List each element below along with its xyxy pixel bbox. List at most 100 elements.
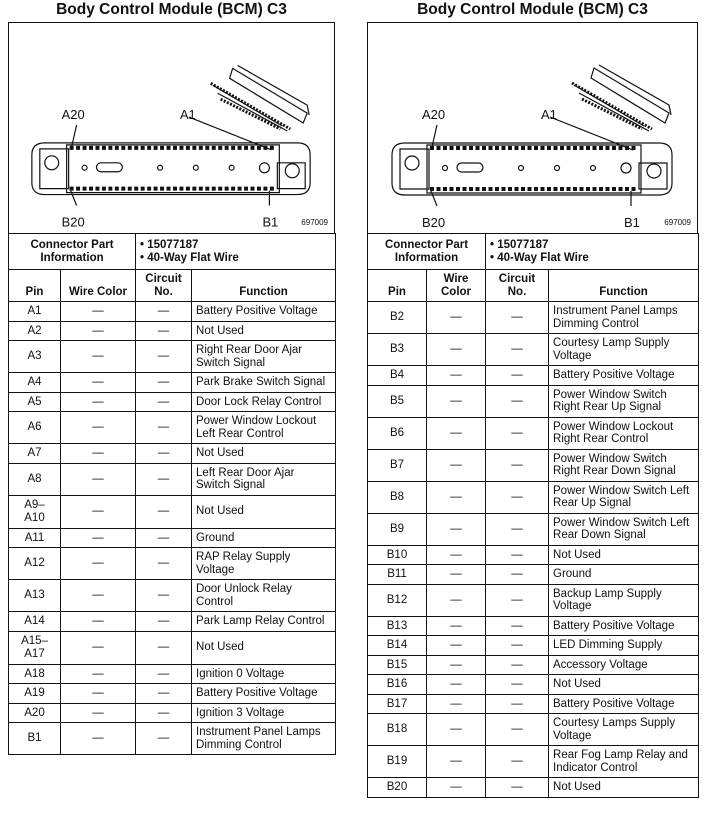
wire-color-cell: —: [425, 544, 487, 565]
circuit-no-cell: —: [135, 579, 193, 612]
connector-illustration: A20 A1 B20 B1: [31, 64, 311, 229]
wire-color-cell: —: [425, 564, 487, 585]
function-cell: Instrument Panel Lamps Dimming Control: [548, 301, 700, 334]
circuit-no-cell: —: [135, 301, 193, 322]
function-cell: Accessory Voltage: [548, 654, 700, 675]
header-function: Function: [548, 269, 700, 302]
circuit-no-cell: —: [135, 630, 193, 665]
figure-code: 697009: [664, 218, 691, 227]
pin-cell: A4: [8, 372, 61, 393]
function-cell: RAP Relay Supply Voltage: [191, 547, 337, 580]
part-number: • 15077187: [490, 239, 549, 251]
circuit-no-cell: —: [135, 611, 193, 632]
wire-color-cell: —: [59, 462, 137, 496]
table-row: B14— — LED Dimming Supply: [367, 635, 700, 656]
circuit-no-cell: —: [485, 674, 550, 695]
header-pin: Pin: [8, 269, 61, 302]
table-row: B10— — Not Used: [367, 544, 700, 565]
circuit-no-cell: —: [485, 635, 550, 656]
wire-color-cell: —: [425, 654, 487, 675]
pin-cell: B19: [367, 745, 427, 778]
label-a1: A1: [180, 107, 196, 122]
table-row: B20— — Not Used: [367, 777, 700, 798]
pin-cell: B15: [367, 654, 427, 675]
wire-color-cell: —: [59, 391, 137, 412]
circuit-no-cell: —: [135, 411, 193, 444]
pin-cell: A15–A17: [8, 630, 61, 665]
wire-color-cell: —: [59, 702, 137, 723]
pin-cell: A5: [8, 391, 61, 412]
wire-color-cell: —: [59, 579, 137, 612]
wire-color-cell: —: [59, 301, 137, 322]
pin-cell: B6: [367, 416, 427, 450]
table-row: B5— — Power Window Switch Right Rear Up Si…: [367, 384, 700, 418]
table-row: B11— — Ground: [367, 564, 700, 585]
function-cell: Power Window Lockout Right Rear Control: [548, 416, 700, 450]
table-row: B3— — Courtesy Lamp Supply Voltage: [367, 333, 700, 366]
function-cell: Not Used: [191, 494, 337, 529]
part-description: • 40-Way Flat Wire: [140, 251, 239, 264]
function-cell: Battery Positive Voltage: [548, 365, 700, 386]
table-row: B15— — Accessory Voltage: [367, 654, 700, 675]
pin-cell: B5: [367, 384, 427, 418]
pin-cell: B10: [367, 544, 427, 565]
wire-color-cell: —: [425, 635, 487, 656]
table-row: A6— — Power Window Lockout Left Rear Contr…: [8, 411, 337, 444]
function-cell: Park Brake Switch Signal: [191, 372, 337, 393]
table-row: A1— — Battery Positive Voltage: [8, 301, 337, 322]
function-cell: Courtesy Lamp Supply Voltage: [548, 333, 700, 366]
label-a1: A1: [541, 107, 557, 122]
connector-info-row: Connector Part Information • 15077187 • 4…: [366, 233, 700, 270]
table-row: B4— — Battery Positive Voltage: [367, 365, 700, 386]
wire-color-cell: —: [425, 365, 487, 386]
function-cell: Left Rear Door Ajar Switch Signal: [191, 462, 337, 496]
circuit-no-cell: —: [135, 443, 193, 464]
function-cell: Power Window Switch Right Rear Down Sign…: [548, 448, 700, 482]
table-row: A9–A10— — Not Used: [8, 494, 337, 529]
connector-info-label: Connector Part Information: [366, 233, 487, 270]
table-row: A13— — Door Unlock Relay Control: [8, 579, 337, 612]
figure-code: 697009: [301, 218, 328, 227]
table-row: B8— — Power Window Switch Left Rear Up Sig…: [367, 480, 700, 514]
pin-cell: A2: [8, 320, 61, 341]
connector-3d-view: [210, 64, 310, 132]
pin-cell: B16: [367, 674, 427, 695]
circuit-no-cell: —: [485, 365, 550, 386]
wire-color-cell: —: [59, 527, 137, 548]
wire-color-cell: —: [425, 693, 487, 714]
wire-color-cell: —: [59, 411, 137, 444]
wire-color-cell: —: [425, 384, 487, 418]
function-cell: Ignition 0 Voltage: [191, 663, 337, 684]
circuit-no-cell: —: [485, 544, 550, 565]
pinout-table: Connector Part Information • 15077187 • 4…: [366, 233, 700, 798]
wire-color-cell: —: [425, 615, 487, 636]
circuit-no-cell: —: [485, 713, 550, 746]
connector-diagram: A20 A1 B20 B1 697009: [367, 22, 698, 233]
function-cell: Not Used: [548, 544, 700, 565]
circuit-no-cell: —: [485, 416, 550, 450]
pin-cell: A6: [8, 411, 61, 444]
right-panel: Body Control Module (BCM) C3: [366, 0, 700, 798]
connector-title: Body Control Module (BCM) C3: [56, 1, 287, 18]
wire-color-cell: —: [59, 611, 137, 632]
label-a20: A20: [422, 107, 445, 122]
function-cell: Battery Positive Voltage: [191, 301, 337, 322]
wire-color-cell: —: [59, 663, 137, 684]
function-cell: Ignition 3 Voltage: [191, 702, 337, 723]
wire-color-cell: —: [59, 683, 137, 704]
function-cell: Park Lamp Relay Control: [191, 611, 337, 632]
label-b1: B1: [262, 214, 278, 229]
pin-cell: A18: [8, 663, 61, 684]
header-circuit-no: Circuit No.: [485, 269, 550, 302]
table-row: A7— — Not Used: [8, 443, 337, 464]
header-pin: Pin: [367, 269, 427, 302]
function-cell: Battery Positive Voltage: [548, 615, 700, 636]
wire-color-cell: —: [425, 713, 487, 746]
table-row: B9— — Power Window Switch Left Rear Down S…: [367, 512, 700, 546]
circuit-no-cell: —: [135, 494, 193, 529]
circuit-no-cell: —: [485, 745, 550, 778]
pin-cell: A7: [8, 443, 61, 464]
function-cell: Rear Fog Lamp Relay and Indicator Contro…: [548, 745, 700, 778]
function-cell: Door Lock Relay Control: [191, 391, 337, 412]
pin-cell: A20: [8, 702, 61, 723]
